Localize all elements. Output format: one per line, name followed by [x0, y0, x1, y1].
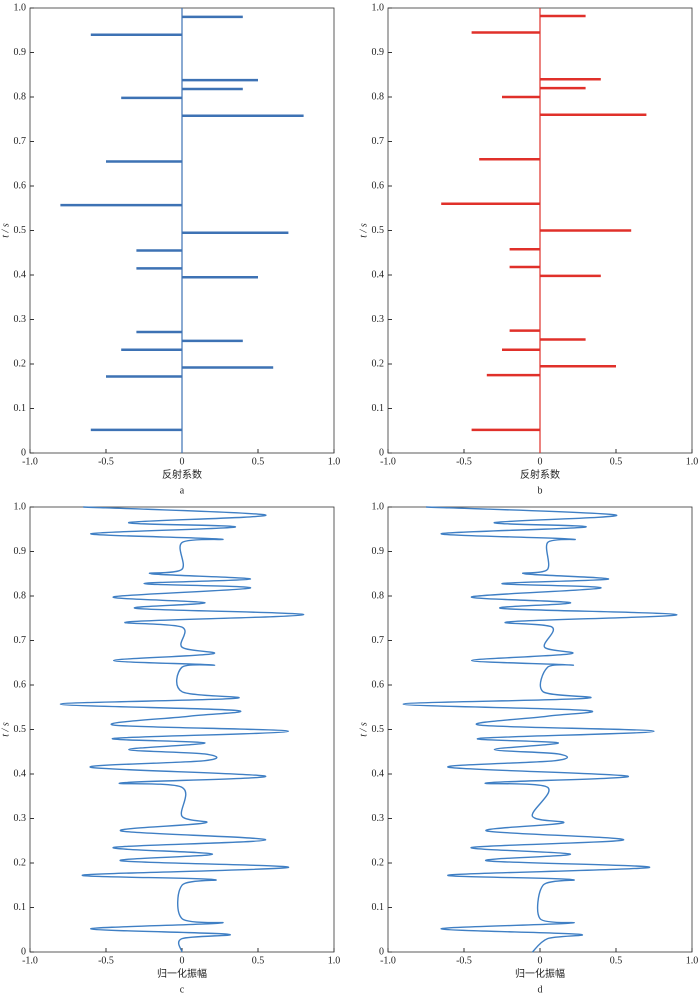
y-tick-label: 0.6 — [14, 679, 27, 690]
y-tick-label: 0.6 — [14, 180, 27, 191]
y-axis-label: t / s — [358, 223, 369, 238]
x-tick-label: 0.5 — [610, 955, 623, 966]
y-tick-label: 0.1 — [14, 403, 27, 414]
y-tick-label: 0.4 — [372, 269, 385, 280]
panel-label: b — [538, 485, 543, 496]
y-tick-label: 0.3 — [14, 314, 27, 325]
y-tick-label: 0.3 — [372, 813, 385, 824]
x-tick-label: 0.5 — [610, 456, 623, 467]
y-tick-label: 0.4 — [372, 768, 385, 779]
y-tick-label: 1.0 — [14, 501, 27, 512]
x-tick-label: 0 — [180, 955, 185, 966]
y-tick-label: 0.7 — [14, 136, 27, 147]
y-tick-label: 0.2 — [14, 857, 27, 868]
y-tick-label: 0 — [21, 946, 26, 957]
panel: -1.0 -0.5 0 0.5 1.0 0 0.1 0.2 0.3 0.4 0.5 0.6 0.7 0.8… — [358, 2, 698, 496]
x-tick-label: 0 — [180, 456, 185, 467]
x-axis-label: 反射系数 — [520, 468, 560, 481]
x-tick-label: 0.5 — [252, 955, 265, 966]
x-tick-label: 1.0 — [686, 456, 699, 467]
y-tick-label: 0.7 — [14, 635, 27, 646]
x-tick-label: -1.0 — [22, 456, 38, 467]
x-tick-label: 0 — [538, 456, 543, 467]
panel: -1.0 -0.5 0 0.5 1.0 0 0.1 0.2 0.3 0.4 0.5 0.6 0.7 0.8… — [358, 501, 698, 995]
x-tick-label: -1.0 — [22, 955, 38, 966]
x-tick-label: 1.0 — [328, 456, 341, 467]
trace — [402, 506, 678, 953]
x-tick-label: 0.5 — [252, 456, 265, 467]
y-axis-label: t / s — [358, 722, 369, 737]
y-axis-label: t / s — [0, 722, 11, 737]
x-tick-label: -0.5 — [456, 456, 472, 467]
x-tick-label: -1.0 — [380, 955, 396, 966]
y-tick-label: 1.0 — [14, 2, 27, 13]
y-tick-label: 0.8 — [372, 91, 385, 102]
y-tick-label: 0.8 — [14, 590, 27, 601]
y-tick-label: 0.9 — [372, 47, 385, 58]
panel-label: a — [180, 485, 185, 496]
x-axis-label: 归一化振幅 — [157, 967, 207, 980]
plot-frame — [387, 506, 693, 953]
y-tick-label: 0 — [379, 447, 384, 458]
y-tick-label: 0.6 — [372, 180, 385, 191]
y-tick-label: 0 — [21, 447, 26, 458]
y-tick-label: 0.3 — [14, 813, 27, 824]
y-tick-label: 0.1 — [372, 403, 385, 414]
y-tick-label: 1.0 — [372, 2, 385, 13]
y-tick-label: 0.9 — [372, 546, 385, 557]
panel-label: c — [180, 984, 185, 995]
x-tick-label: 0 — [538, 955, 543, 966]
panel: -1.0 -0.5 0 0.5 1.0 0 0.1 0.2 0.3 0.4 0.5 0.6 0.7 0.8… — [0, 501, 340, 995]
y-tick-label: 0.4 — [14, 768, 27, 779]
y-tick-label: 0.1 — [372, 902, 385, 913]
y-tick-label: 0 — [379, 946, 384, 957]
y-tick-label: 0.1 — [14, 902, 27, 913]
y-tick-label: 0.7 — [372, 136, 385, 147]
y-tick-label: 0.9 — [14, 47, 27, 58]
y-tick-label: 0.5 — [14, 724, 27, 735]
y-tick-label: 0.4 — [14, 269, 27, 280]
y-tick-label: 0.2 — [372, 358, 385, 369]
y-tick-label: 1.0 — [372, 501, 385, 512]
y-tick-label: 0.9 — [14, 546, 27, 557]
panel-label: d — [538, 984, 543, 995]
y-tick-label: 0.2 — [14, 358, 27, 369]
x-tick-label: -0.5 — [456, 955, 472, 966]
y-tick-label: 0.6 — [372, 679, 385, 690]
y-tick-label: 0.5 — [372, 724, 385, 735]
x-axis-label: 反射系数 — [162, 468, 202, 481]
x-tick-label: -0.5 — [98, 456, 114, 467]
y-tick-label: 0.5 — [372, 225, 385, 236]
y-tick-label: 0.8 — [14, 91, 27, 102]
panel: -1.0 -0.5 0 0.5 1.0 0 0.1 0.2 0.3 0.4 0.5 0.6 0.7 0.8… — [0, 2, 340, 496]
x-tick-label: 1.0 — [686, 955, 699, 966]
y-axis-label: t / s — [0, 223, 11, 238]
x-axis-label: 归一化振幅 — [515, 967, 565, 980]
y-tick-label: 0.8 — [372, 590, 385, 601]
y-tick-label: 0.3 — [372, 314, 385, 325]
y-tick-label: 0.2 — [372, 857, 385, 868]
y-tick-label: 0.7 — [372, 635, 385, 646]
x-tick-label: -1.0 — [380, 456, 396, 467]
y-tick-label: 0.5 — [14, 225, 27, 236]
x-tick-label: -0.5 — [98, 955, 114, 966]
trace — [59, 506, 305, 953]
x-tick-label: 1.0 — [328, 955, 341, 966]
